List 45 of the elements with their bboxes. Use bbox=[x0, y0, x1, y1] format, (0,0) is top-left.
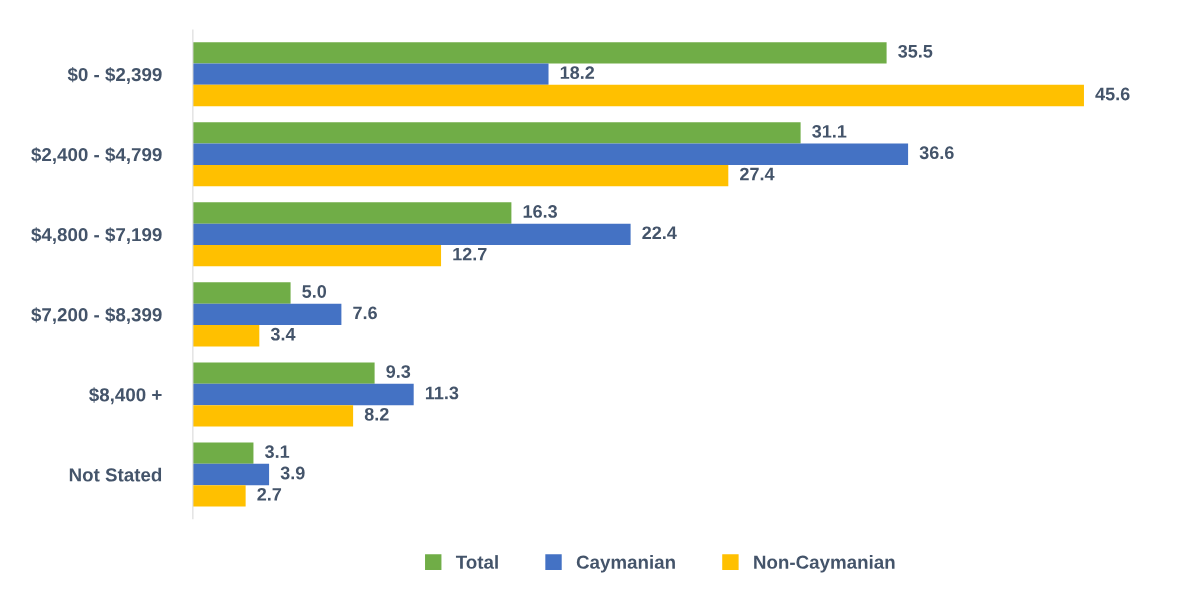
data-label: 7.6 bbox=[353, 306, 377, 320]
data-label: 31.1 bbox=[812, 124, 847, 138]
bar bbox=[192, 282, 291, 304]
bar bbox=[192, 325, 260, 347]
legend-label: Non-Caymanian bbox=[754, 555, 895, 573]
y-tick-label: $7,200 - $8,399 bbox=[31, 307, 162, 325]
data-label: 2.7 bbox=[257, 487, 282, 501]
data-label: 45.6 bbox=[1095, 87, 1130, 101]
bar bbox=[192, 303, 342, 326]
bar bbox=[192, 362, 375, 384]
bar bbox=[192, 485, 246, 507]
data-label: 3.9 bbox=[280, 466, 305, 480]
data-label: 16.3 bbox=[523, 205, 557, 218]
y-tick-label: $4,800 - $7,199 bbox=[31, 227, 162, 245]
data-label: 18.2 bbox=[560, 66, 595, 80]
data-label: 9.3 bbox=[386, 365, 411, 378]
bar bbox=[192, 63, 549, 85]
bar bbox=[192, 202, 512, 224]
bar bbox=[192, 442, 254, 464]
bar bbox=[192, 143, 909, 165]
y-tick-label: $8,400 + bbox=[89, 387, 162, 405]
data-label: 12.7 bbox=[453, 247, 487, 261]
data-label: 36.6 bbox=[919, 146, 954, 160]
bar bbox=[192, 245, 442, 267]
bar bbox=[192, 223, 631, 246]
bar bbox=[192, 164, 729, 187]
data-label: 35.5 bbox=[898, 44, 933, 58]
data-label: 5.0 bbox=[302, 285, 327, 298]
legend-label: Total bbox=[455, 555, 498, 569]
bar bbox=[192, 42, 887, 64]
bar bbox=[192, 463, 270, 486]
bar bbox=[192, 122, 801, 144]
data-label: 8.2 bbox=[364, 407, 389, 421]
data-label: 27.4 bbox=[740, 167, 775, 181]
bar bbox=[192, 383, 414, 406]
y-tick-label: Not Stated bbox=[69, 467, 162, 482]
y-tick-label: $0 - $2,399 bbox=[67, 67, 162, 84]
data-label: 3.4 bbox=[270, 327, 296, 341]
data-label: 22.4 bbox=[642, 226, 677, 239]
y-tick-label: $2,400 - $4,799 bbox=[31, 147, 162, 164]
bar bbox=[192, 84, 1084, 107]
bar bbox=[192, 405, 354, 427]
data-label: 11.3 bbox=[425, 386, 459, 400]
legend-label: Caymanian bbox=[576, 555, 675, 573]
data-label: 3.1 bbox=[264, 445, 290, 459]
